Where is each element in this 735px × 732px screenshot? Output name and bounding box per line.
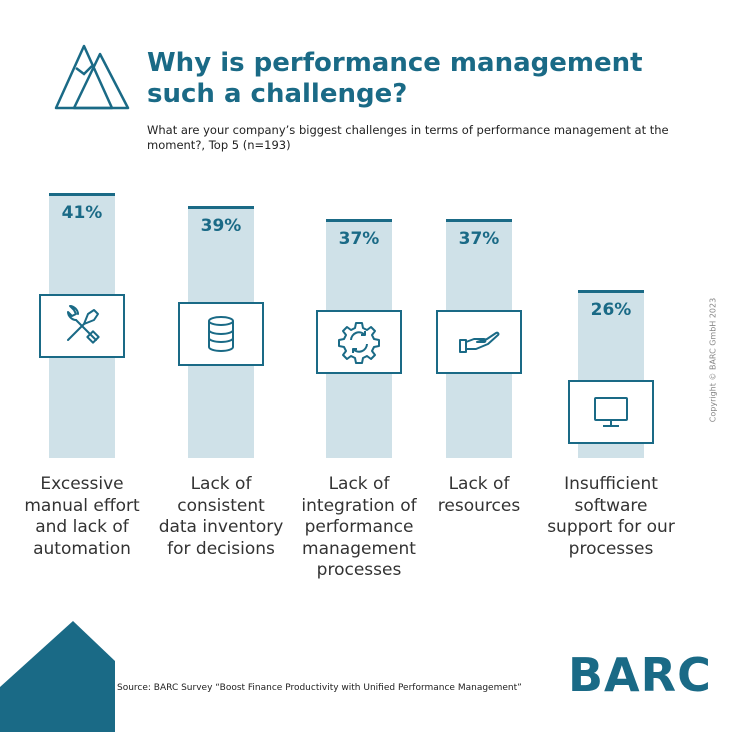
database-icon (178, 301, 264, 366)
monitor-icon (568, 380, 654, 444)
bar-value-label: 26% (590, 299, 632, 320)
bar-chart: 41% Excessive manual effort and lack of a… (24, 193, 675, 580)
chart-title: Why is performance management such a cha… (147, 48, 643, 109)
category-label: Lack of integration of performance manag… (301, 474, 417, 580)
bar-value-label: 37% (458, 228, 500, 249)
gear-cycle-icon (316, 309, 402, 374)
category-label: Excessive manual effort and lack of auto… (24, 474, 140, 559)
hand-icon (436, 309, 522, 374)
category-label: Lack of consistent data inventory for de… (158, 474, 284, 559)
tools-icon (39, 293, 125, 358)
bar-value-label: 37% (338, 228, 380, 249)
bar-value-label: 39% (200, 215, 242, 236)
mountain-logo-icon (54, 44, 130, 110)
barc-logo: BARC (568, 648, 712, 702)
corner-accent (0, 621, 115, 732)
source-note: Source: BARC Survey “Boost Finance Produ… (117, 683, 522, 693)
category-label: Lack of resources (437, 474, 521, 516)
bar-value-label: 41% (61, 203, 103, 223)
chart-subtitle: What are your company’s biggest challeng… (147, 123, 669, 152)
category-label: Insufficient software support for our pr… (547, 474, 675, 559)
